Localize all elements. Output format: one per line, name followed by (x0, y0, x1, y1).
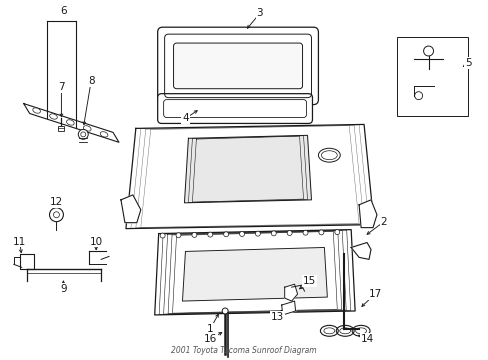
Polygon shape (24, 104, 119, 142)
Polygon shape (281, 301, 295, 315)
Bar (59, 126, 64, 131)
Circle shape (334, 230, 339, 235)
Text: 2: 2 (380, 217, 386, 227)
Circle shape (160, 233, 165, 238)
Polygon shape (284, 284, 297, 301)
Ellipse shape (50, 114, 57, 119)
Text: 3: 3 (256, 8, 263, 18)
Circle shape (286, 230, 291, 235)
Text: 12: 12 (50, 197, 63, 207)
Text: 6: 6 (60, 6, 66, 16)
Text: 7: 7 (58, 82, 64, 92)
Circle shape (423, 46, 433, 56)
Text: 4: 4 (182, 113, 188, 123)
Polygon shape (121, 195, 141, 223)
Circle shape (191, 233, 197, 237)
Text: 9: 9 (60, 284, 66, 294)
Text: 13: 13 (270, 312, 284, 322)
Polygon shape (182, 247, 326, 301)
Text: 16: 16 (203, 334, 217, 344)
Text: 8: 8 (88, 76, 94, 86)
Circle shape (255, 231, 260, 236)
Ellipse shape (100, 132, 108, 137)
Ellipse shape (83, 126, 91, 131)
Circle shape (222, 308, 228, 314)
Circle shape (223, 232, 228, 237)
Polygon shape (350, 243, 370, 260)
FancyBboxPatch shape (157, 27, 318, 105)
Circle shape (176, 233, 181, 238)
FancyBboxPatch shape (173, 43, 302, 89)
Circle shape (78, 129, 88, 139)
Text: 14: 14 (360, 334, 373, 344)
Polygon shape (184, 135, 311, 203)
Ellipse shape (66, 120, 74, 125)
Ellipse shape (33, 108, 41, 113)
Text: 1: 1 (206, 324, 213, 334)
Circle shape (271, 231, 276, 236)
Polygon shape (154, 230, 354, 315)
Circle shape (207, 232, 212, 237)
Polygon shape (126, 125, 373, 229)
Text: 2001 Toyota Tacoma Sunroof Diagram: 2001 Toyota Tacoma Sunroof Diagram (171, 346, 316, 355)
Polygon shape (358, 200, 376, 228)
Text: 5: 5 (464, 58, 470, 68)
Text: 15: 15 (302, 276, 315, 286)
Circle shape (49, 208, 63, 222)
Circle shape (318, 230, 323, 235)
Text: 10: 10 (89, 237, 102, 247)
Ellipse shape (318, 148, 340, 162)
Circle shape (303, 230, 307, 235)
Text: 11: 11 (13, 237, 26, 247)
Text: 17: 17 (367, 289, 381, 299)
FancyBboxPatch shape (157, 94, 312, 123)
Circle shape (239, 231, 244, 237)
